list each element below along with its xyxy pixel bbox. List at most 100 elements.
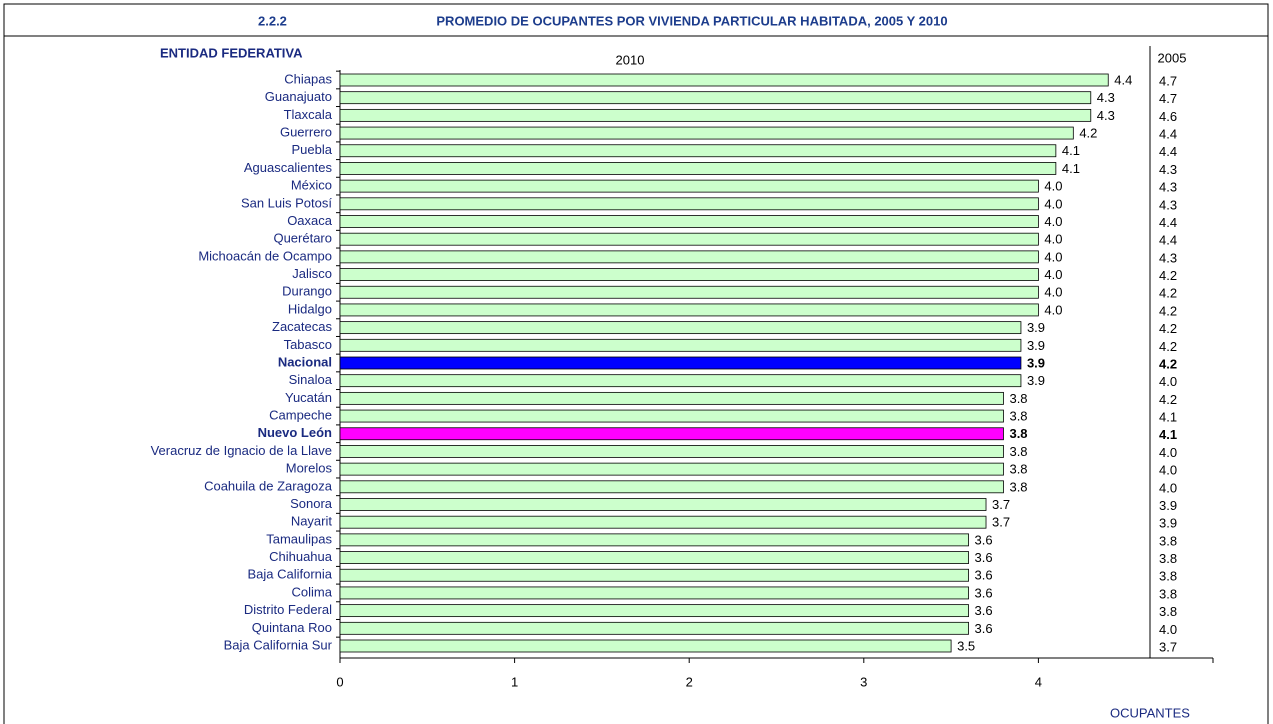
value-2005: 4.4 bbox=[1159, 144, 1177, 159]
x-axis-label: OCUPANTES bbox=[1110, 705, 1190, 720]
y-tick-label: Querétaro bbox=[273, 231, 332, 246]
bar bbox=[339, 409, 1004, 423]
bar bbox=[339, 126, 1074, 140]
value-label: 3.6 bbox=[975, 603, 993, 618]
value-2005: 4.0 bbox=[1159, 445, 1177, 460]
value-2005: 4.0 bbox=[1159, 480, 1177, 495]
bar bbox=[339, 586, 969, 600]
value-label: 4.3 bbox=[1097, 108, 1115, 123]
y-tick-label: San Luis Potosí bbox=[241, 195, 332, 210]
value-2005: 4.2 bbox=[1159, 286, 1177, 301]
y-tick-label: Distrito Federal bbox=[244, 602, 332, 617]
bar bbox=[339, 498, 987, 511]
value-label: 4.0 bbox=[1044, 179, 1062, 194]
x-tick-label: 0 bbox=[336, 674, 343, 689]
value-2005: 4.2 bbox=[1159, 356, 1177, 371]
bar bbox=[339, 250, 1039, 264]
value-label: 3.6 bbox=[975, 532, 993, 547]
value-2005: 4.3 bbox=[1159, 250, 1177, 265]
y-tick-label: Michoacán de Ocampo bbox=[198, 248, 332, 263]
value-2005: 4.4 bbox=[1159, 233, 1177, 248]
value-label: 4.2 bbox=[1079, 126, 1097, 141]
value-label: 3.9 bbox=[1027, 355, 1045, 370]
bar bbox=[339, 73, 1109, 87]
bar bbox=[339, 462, 1004, 476]
bar bbox=[339, 268, 1039, 281]
frame bbox=[3, 3, 1269, 724]
value-label: 3.5 bbox=[957, 638, 975, 653]
y-tick-label: Morelos bbox=[286, 461, 333, 476]
y-tick-label: Campeche bbox=[269, 408, 332, 423]
y-tick-label: Puebla bbox=[292, 142, 333, 157]
y-tick-label: Tabasco bbox=[284, 337, 332, 352]
bar bbox=[339, 639, 952, 653]
y-tick-label: Coahuila de Zaragoza bbox=[204, 478, 333, 493]
column-header: 2005 bbox=[1158, 50, 1187, 65]
bar bbox=[339, 321, 1022, 335]
series-label: 2010 bbox=[616, 52, 645, 67]
bar bbox=[339, 445, 1004, 458]
bar bbox=[339, 551, 969, 564]
bar bbox=[339, 604, 969, 618]
y-tick-label: Nayarit bbox=[291, 514, 333, 529]
value-label: 4.0 bbox=[1044, 196, 1062, 211]
value-2005: 3.8 bbox=[1159, 604, 1177, 619]
bar bbox=[339, 621, 969, 635]
value-label: 4.0 bbox=[1044, 302, 1062, 317]
value-label: 4.3 bbox=[1097, 90, 1115, 105]
y-tick-label: Baja California Sur bbox=[224, 637, 333, 652]
chart-title: PROMEDIO DE OCUPANTES POR VIVIENDA PARTI… bbox=[436, 13, 947, 28]
value-label: 4.0 bbox=[1044, 267, 1062, 282]
y-tick-label: Durango bbox=[282, 284, 332, 299]
value-2005: 3.9 bbox=[1159, 516, 1177, 531]
value-label: 3.7 bbox=[992, 515, 1010, 530]
value-label: 3.9 bbox=[1027, 320, 1045, 335]
y-tick-label: Guanajuato bbox=[265, 89, 332, 104]
value-2005: 4.3 bbox=[1159, 180, 1177, 195]
chart-number: 2.2.2 bbox=[258, 13, 287, 28]
y-tick-label: Yucatán bbox=[285, 390, 332, 405]
value-2005: 3.9 bbox=[1159, 498, 1177, 513]
y-tick-label: Veracruz de Ignacio de la Llave bbox=[151, 443, 332, 458]
bar bbox=[339, 197, 1039, 211]
value-2005: 4.0 bbox=[1159, 374, 1177, 389]
y-tick-label: Guerrero bbox=[280, 125, 332, 140]
y-tick-label: México bbox=[291, 178, 332, 193]
bar bbox=[339, 427, 1004, 441]
value-2005: 4.4 bbox=[1159, 215, 1177, 230]
bar bbox=[339, 374, 1022, 388]
bar bbox=[339, 391, 1004, 405]
category-header: ENTIDAD FEDERATIVA bbox=[160, 45, 303, 60]
value-label: 3.8 bbox=[1009, 462, 1027, 477]
value-label: 3.6 bbox=[975, 568, 993, 583]
bar bbox=[339, 533, 969, 547]
bar bbox=[339, 215, 1039, 228]
value-label: 3.9 bbox=[1027, 373, 1045, 388]
x-tick-label: 3 bbox=[860, 674, 867, 689]
value-2005: 4.1 bbox=[1159, 427, 1177, 442]
value-label: 3.7 bbox=[992, 497, 1010, 512]
value-2005: 4.2 bbox=[1159, 303, 1177, 318]
value-2005: 4.4 bbox=[1159, 127, 1177, 142]
y-tick-label: Sinaloa bbox=[289, 372, 333, 387]
value-2005: 3.7 bbox=[1159, 639, 1177, 654]
bar bbox=[339, 515, 987, 529]
y-tick-label: Baja California bbox=[247, 567, 332, 582]
bar bbox=[339, 179, 1039, 193]
value-label: 3.6 bbox=[975, 621, 993, 636]
value-2005: 4.2 bbox=[1159, 339, 1177, 354]
bar bbox=[339, 91, 1092, 105]
value-2005: 4.2 bbox=[1159, 268, 1177, 283]
value-label: 3.8 bbox=[1009, 391, 1027, 406]
value-label: 3.9 bbox=[1027, 338, 1045, 353]
x-tick-label: 2 bbox=[686, 674, 693, 689]
value-2005: 4.1 bbox=[1159, 410, 1177, 425]
value-label: 4.0 bbox=[1044, 285, 1062, 300]
x-tick-label: 4 bbox=[1035, 674, 1042, 689]
y-tick-label: Chiapas bbox=[284, 71, 332, 86]
y-tick-label: Zacatecas bbox=[272, 319, 332, 334]
value-label: 4.0 bbox=[1044, 249, 1062, 264]
value-2005: 3.8 bbox=[1159, 586, 1177, 601]
value-2005: 3.8 bbox=[1159, 569, 1177, 584]
